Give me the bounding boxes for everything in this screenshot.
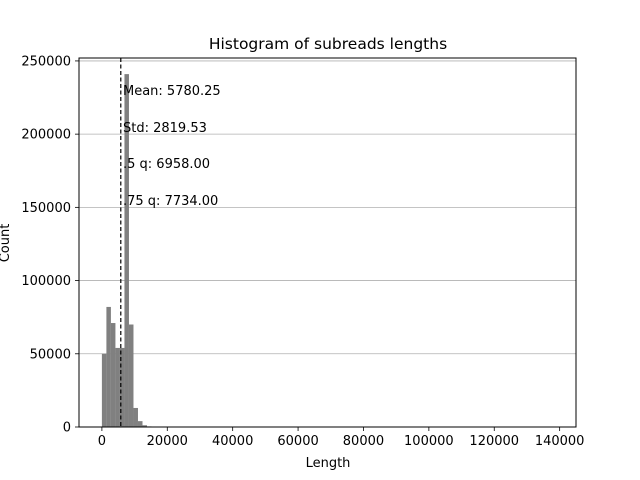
stat-annotation: Mean: 5780.25 (123, 84, 221, 99)
histogram-bar (101, 353, 107, 427)
histogram-bar (128, 324, 134, 427)
stat-annotation: .5 q: 6958.00 (123, 157, 210, 172)
x-axis-label: Length (306, 456, 351, 471)
histogram-bar (124, 74, 129, 427)
chart-title: Histogram of subreads lengths (209, 35, 447, 53)
x-tick-label: 120000 (469, 434, 519, 449)
y-axis-ticks: 0 50000 100000 150000 200000 250000 (21, 54, 79, 436)
x-tick-label: 0 (98, 434, 106, 449)
y-tick-label: 0 (63, 421, 71, 436)
histogram-bar (119, 347, 125, 427)
x-tick-label: 100000 (404, 434, 454, 449)
x-tick-label: 60000 (277, 434, 318, 449)
histogram-bar (106, 306, 111, 427)
x-tick-label: 80000 (343, 434, 384, 449)
x-tick-label: 140000 (535, 434, 585, 449)
histogram-bar (110, 323, 116, 427)
stat-annotation: Std: 2819.53 (123, 121, 207, 136)
histogram-bar (142, 425, 148, 427)
histogram-bars (101, 74, 161, 427)
histogram-bar (115, 347, 120, 427)
y-axis-label: Count (0, 224, 13, 263)
histogram-bar (133, 407, 138, 427)
gridlines (79, 60, 576, 355)
y-tick-label: 250000 (21, 54, 71, 69)
stat-annotation: .75 q: 7734.00 (123, 194, 218, 209)
y-tick-label: 150000 (21, 201, 71, 216)
y-tick-label: 50000 (30, 347, 71, 362)
y-tick-label: 100000 (21, 274, 71, 289)
y-tick-label: 200000 (21, 128, 71, 143)
x-tick-label: 40000 (212, 434, 253, 449)
histogram-bar (137, 421, 143, 427)
x-axis-ticks: 0 20000 40000 60000 80000 100000 120000 140000 (98, 427, 585, 449)
x-tick-label: 20000 (147, 434, 188, 449)
plot-frame (78, 57, 577, 428)
statistics-annotations: Mean: 5780.25 Std: 2819.53 .5 q: 6958.00 .7… (123, 84, 221, 209)
